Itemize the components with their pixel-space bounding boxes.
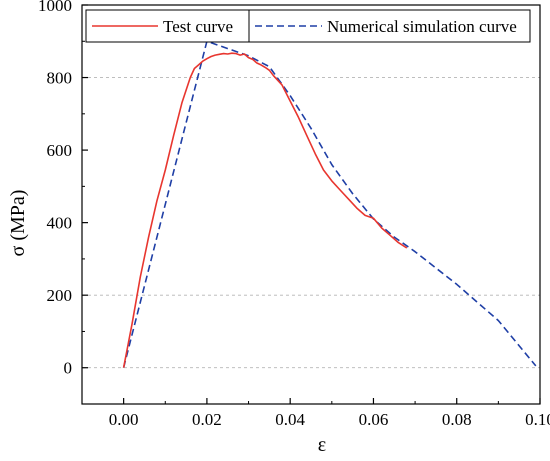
- y-axis: 0 200 400 600 800 1000: [38, 0, 88, 378]
- x-tick-label: 0.06: [359, 410, 389, 429]
- legend-label-simulation: Numerical simulation curve: [327, 17, 517, 36]
- x-tick-label: 0.04: [275, 410, 305, 429]
- legend: Test curve Numerical simulation curve: [85, 9, 531, 43]
- y-tick-label: 0: [64, 359, 73, 378]
- x-axis: 0.00 0.02 0.04 0.06 0.08 0.10: [81, 398, 550, 429]
- y-tick-label: 400: [47, 214, 73, 233]
- x-tick-label: 0.10: [525, 410, 550, 429]
- x-tick-label: 0.00: [109, 410, 139, 429]
- y-tick-label: 1000: [38, 0, 72, 15]
- x-tick-label: 0.08: [442, 410, 472, 429]
- plot-frame: [81, 4, 541, 405]
- legend-label-test: Test curve: [163, 17, 233, 36]
- x-tick-label: 0.02: [192, 410, 222, 429]
- series-layer: [122, 40, 537, 368]
- legend-box: [85, 9, 531, 43]
- y-tick-label: 800: [47, 69, 73, 88]
- y-tick-label: 600: [47, 141, 73, 160]
- series-test-curve: [122, 52, 408, 368]
- y-tick-label: 200: [47, 286, 73, 305]
- y-axis-title: σ (MPa): [7, 190, 29, 257]
- x-axis-title: ε: [318, 434, 326, 456]
- grid-lines: [82, 77, 540, 369]
- series-simulation-curve: [122, 40, 537, 368]
